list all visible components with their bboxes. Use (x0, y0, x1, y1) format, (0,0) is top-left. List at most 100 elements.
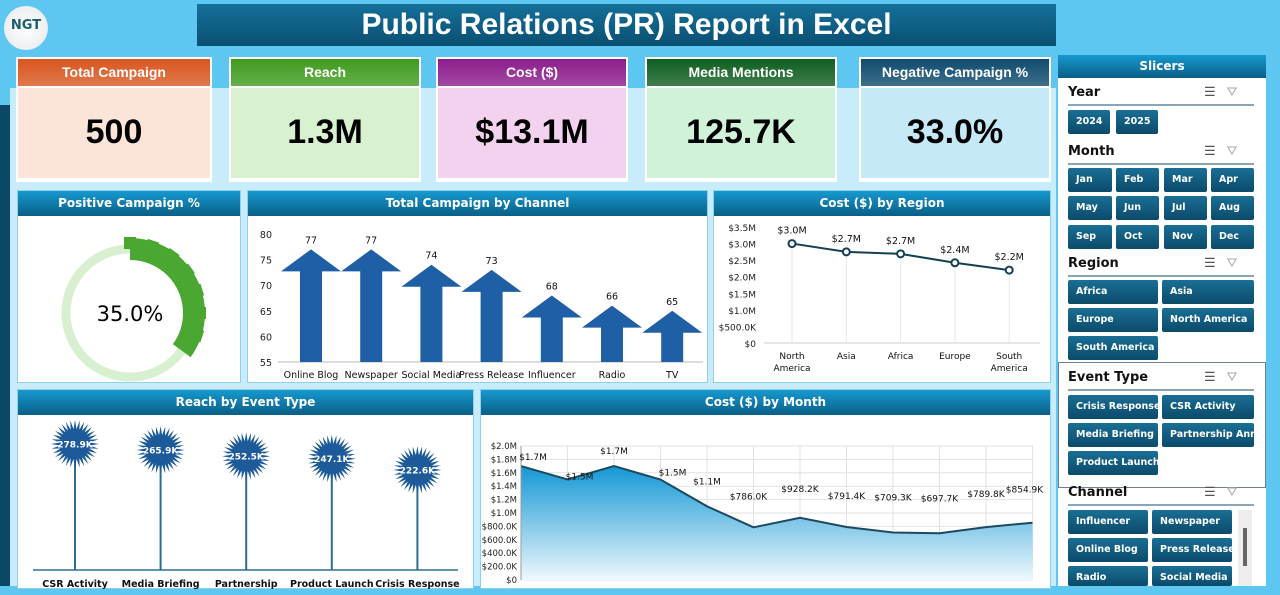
bar-arrow (341, 249, 402, 362)
y-tick-label: $1.5M (728, 290, 756, 300)
slicer-button[interactable]: Europe (1068, 308, 1158, 332)
page-title: Public Relations (PR) Report in Excel (197, 4, 1056, 46)
slicer-button[interactable]: Asia (1162, 280, 1254, 304)
data-label: $2.2M (995, 252, 1024, 263)
slicer-button[interactable]: South America (1068, 336, 1158, 360)
panel-title: Reach by Event Type (18, 390, 473, 415)
slicer-button[interactable]: Jul (1164, 196, 1207, 220)
x-tick-label: TV (665, 370, 679, 381)
slicer-button[interactable]: Aug (1211, 196, 1254, 220)
y-tick-label: $500.0K (719, 323, 757, 333)
panel-title: Positive Campaign % (18, 191, 240, 216)
slicer-button[interactable]: Nov (1164, 225, 1207, 249)
positive-campaign-panel: Positive Campaign % 35.0% (17, 190, 241, 388)
slicer-button[interactable]: Dec (1211, 225, 1254, 249)
data-label: $1.1M (693, 477, 721, 487)
x-tick-label: Online Blog (284, 370, 339, 381)
slicers-panel: Slicers Year ☰ ⛛ 2024 2025 Month ☰ ⛛ Jan Feb Mar… (1058, 55, 1266, 586)
y-tick-label: $600.0K (482, 536, 518, 546)
slicer-divider (1068, 163, 1254, 165)
y-tick-label: $200.0K (482, 563, 518, 573)
slicer-button[interactable]: Apr (1211, 168, 1254, 192)
data-label: $2.7M (832, 234, 861, 245)
slicer-button[interactable]: Product Launch (1068, 451, 1158, 475)
bar-arrow (281, 249, 341, 362)
slicer-button[interactable]: Press Release (1152, 538, 1232, 562)
donut-tooth (124, 237, 136, 249)
event-type-frame (1058, 362, 1266, 488)
clear-filter-icon[interactable]: ⛛ (1226, 84, 1238, 99)
bar-arrow (582, 305, 642, 362)
slicer-button[interactable]: Media Briefing (1068, 423, 1158, 447)
data-label: $3.0M (777, 226, 806, 237)
month-area-chart: $0 $200.0K $400.0K $600.0K $800.0K $1.0M $1.2M… (482, 442, 1045, 586)
data-label: $789.8K (967, 490, 1005, 500)
slicer-button[interactable]: Feb (1116, 168, 1159, 192)
multi-select-icon[interactable]: ☰ (1204, 484, 1216, 499)
slicer-button[interactable]: Partnership Ann... (1162, 423, 1254, 447)
donut-tooth (189, 327, 205, 343)
slicer-divider (1068, 104, 1254, 106)
x-tick-label: Radio (599, 370, 626, 381)
slicer-title-event-type: Event Type (1068, 370, 1149, 385)
y-tick-label: 70 (260, 281, 272, 292)
kpi-card: Media Mentions 125.7K (645, 57, 837, 182)
multi-select-icon[interactable]: ☰ (1204, 255, 1216, 270)
y-tick-label: 75 (260, 256, 272, 267)
donut-tooth (144, 238, 160, 254)
data-label: $791.4K (828, 492, 866, 502)
slicer-button[interactable]: North America (1162, 308, 1254, 332)
donut-tooth (162, 247, 180, 265)
data-label: $1.7M (600, 447, 628, 457)
slicer-button[interactable]: Social Media (1152, 566, 1232, 586)
slicer-button[interactable]: Crisis Response (1068, 395, 1158, 419)
panel-title: Cost ($) by Region (714, 191, 1050, 216)
slicer-button[interactable]: Jan (1068, 168, 1112, 192)
left-strip (0, 105, 10, 586)
data-label: 252.5K (228, 453, 264, 463)
y-tick-label: 80 (260, 230, 272, 241)
slicer-button[interactable]: 2025 (1116, 110, 1158, 134)
clear-filter-icon[interactable]: ⛛ (1226, 484, 1238, 499)
data-label: 222.6K (400, 467, 436, 477)
slicer-button[interactable]: Sep (1068, 225, 1112, 249)
slicer-button[interactable]: Jun (1116, 196, 1159, 220)
clear-filter-icon[interactable]: ⛛ (1226, 143, 1238, 158)
kpi-card: Negative Campaign % 33.0% (859, 57, 1051, 182)
kpi-value: $13.1M (438, 88, 626, 178)
clear-filter-icon[interactable]: ⛛ (1226, 369, 1238, 384)
slicer-button[interactable]: Radio (1068, 566, 1148, 586)
month-panel: Cost ($) by Month $0 $200.0K $400.0K $600.0… (480, 389, 1051, 589)
y-tick-label: $2.0M (491, 442, 517, 452)
multi-select-icon[interactable]: ☰ (1204, 84, 1216, 99)
slicer-button[interactable]: Mar (1164, 168, 1207, 192)
starburst-marker (136, 426, 185, 474)
multi-select-icon[interactable]: ☰ (1204, 369, 1216, 384)
clear-filter-icon[interactable]: ⛛ (1226, 255, 1238, 270)
kpi-value: 500 (18, 88, 210, 178)
slicer-button[interactable]: Influencer (1068, 510, 1148, 534)
x-tick-label: Influencer (528, 370, 576, 381)
data-label: 278.9K (57, 441, 93, 451)
x-tick-label: Newspaper (345, 370, 398, 381)
multi-select-icon[interactable]: ☰ (1204, 143, 1216, 158)
x-tick-label: South (996, 352, 1022, 362)
channel-scrollbar[interactable] (1238, 510, 1252, 586)
donut-tooth (189, 283, 205, 299)
kpi-label: Reach (231, 59, 419, 86)
x-tick-label: America (991, 364, 1028, 374)
slicer-button[interactable]: Oct (1116, 225, 1159, 249)
kpi-label: Negative Campaign % (861, 59, 1049, 86)
starburst-marker (307, 434, 356, 483)
slicer-button[interactable]: Online Blog (1068, 538, 1148, 562)
x-tick-label: Crisis Response (375, 579, 459, 590)
slicer-button[interactable]: Newspaper (1152, 510, 1232, 534)
x-tick-label: Media Briefing (122, 579, 200, 590)
slicer-button[interactable]: CSR Activity (1162, 395, 1254, 419)
slicer-button[interactable]: 2024 (1068, 110, 1110, 134)
y-tick-label: $1.0M (491, 509, 517, 519)
slicer-button[interactable]: May (1068, 196, 1112, 220)
slicer-button[interactable]: Africa (1068, 280, 1158, 304)
region-line-chart: $0 $500.0K $1.0M $1.5M $2.0M $2.5M $3.0M $3.5M $… (719, 224, 1040, 374)
slicer-title-channel: Channel (1068, 485, 1128, 500)
